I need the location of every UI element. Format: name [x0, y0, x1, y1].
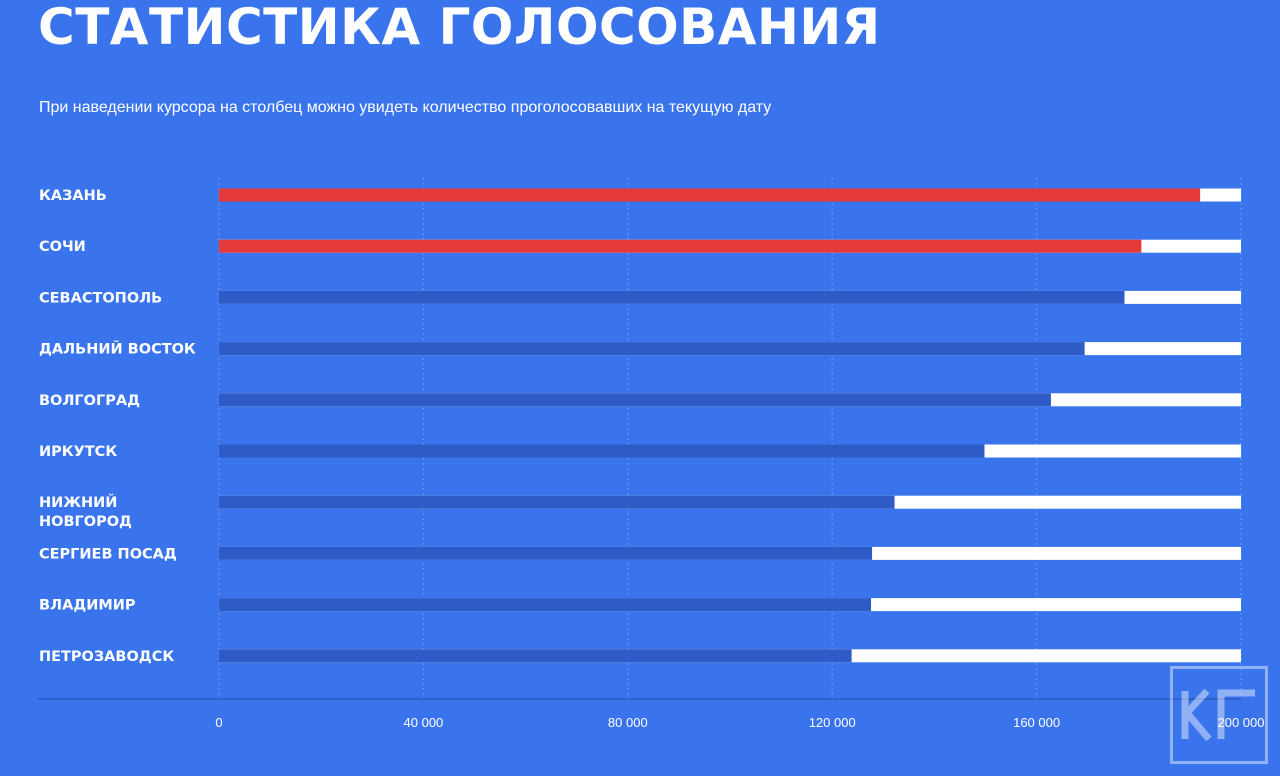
bar[interactable]: КАЗАНЬ: 192000: [219, 188, 1201, 202]
grid-lines: [218, 178, 1242, 699]
category-label: НИЖНИЙ НОВГОРОД: [39, 494, 132, 530]
category-label: ПЕТРОЗАВОДСК: [39, 649, 174, 665]
bar[interactable]: ВОЛГОГРАД: 162800: [219, 393, 1051, 407]
page-subtitle: При наведении курсора на столбец можно у…: [39, 99, 772, 116]
bar[interactable]: ДАЛЬНИЙ ВОСТОК: 169400: [219, 342, 1085, 356]
x-tick-label: 40 000: [404, 715, 444, 730]
category-labels: КАЗАНЬ СОЧИ СЕВАСТОПОЛЬ ДАЛЬНИЙ ВОСТОК ВОЛГО…: [39, 188, 196, 665]
bar[interactable]: СЕРГИЕВ ПОСАД: 127800: [219, 546, 873, 560]
bar[interactable]: СОЧИ: 180500: [219, 239, 1142, 253]
category-label: СЕВАСТОПОЛЬ: [39, 290, 162, 306]
category-label: ВЛАДИМИР: [39, 598, 136, 614]
bar[interactable]: НИЖНИЙ НОВГОРОД: 132200: [219, 495, 895, 509]
category-label: СЕРГИЕВ ПОСАД: [39, 546, 177, 562]
page-title: СТАТИСТИКА ГОЛОСОВАНИЯ: [38, 0, 881, 56]
category-label: ДАЛЬНИЙ ВОСТОК: [39, 341, 196, 358]
x-tick-label: 0: [215, 715, 222, 730]
bars[interactable]: КАЗАНЬ: 192000 СОЧИ: 180500 СЕВАСТОПОЛЬ: 1…: [219, 188, 1241, 663]
category-label: КАЗАНЬ: [39, 188, 107, 204]
x-tick-label: 200 000: [1218, 715, 1265, 730]
x-tick-label: 120 000: [809, 715, 856, 730]
category-label: ВОЛГОГРАД: [39, 393, 140, 409]
bar[interactable]: ВЛАДИМИР: 127600: [219, 598, 872, 612]
x-tick-label: 80 000: [608, 715, 648, 730]
category-label: СОЧИ: [39, 239, 86, 255]
bar[interactable]: СЕВАСТОПОЛЬ: 177200: [219, 290, 1125, 304]
bar[interactable]: ИРКУТСК: 149800: [219, 444, 985, 458]
kg-logo-icon: [1181, 688, 1255, 742]
x-axis-tick-labels: 0 40 000 80 000 120 000 160 000 200 000: [215, 715, 1264, 730]
x-tick-label: 160 000: [1013, 715, 1060, 730]
kg-logo-watermark: [1170, 666, 1268, 764]
category-label: ИРКУТСК: [39, 444, 117, 460]
bar[interactable]: ПЕТРОЗАВОДСК: 123800: [219, 649, 852, 663]
